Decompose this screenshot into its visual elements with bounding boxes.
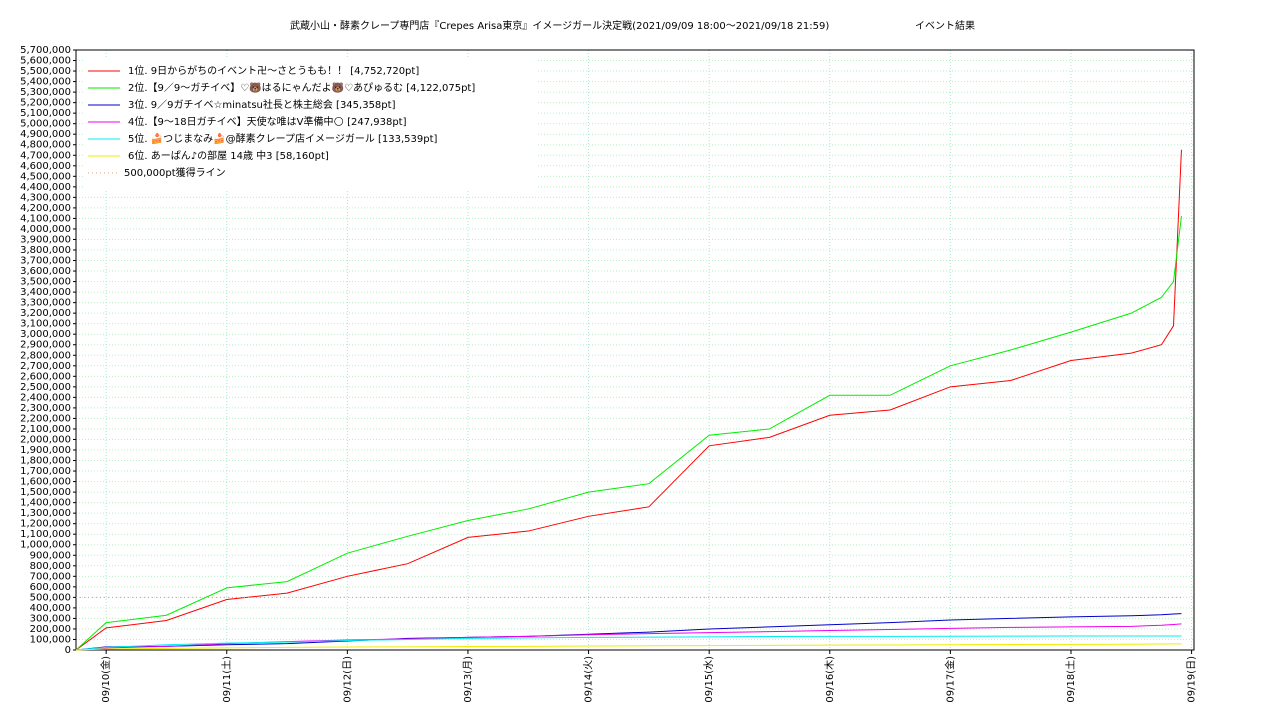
y-tick-label: 1,800,000: [20, 456, 71, 467]
series-line: [75, 635, 1182, 651]
y-tick-label: 1,500,000: [20, 487, 71, 498]
x-tick-label: 09/14(火): [583, 656, 595, 703]
legend-label: 6位. あーぱん♪の部屋 14歳 中3 [58,160pt]: [128, 149, 329, 162]
series-line: [75, 643, 1182, 651]
y-tick-label: 2,800,000: [20, 350, 71, 361]
y-tick-label: 3,500,000: [20, 277, 71, 288]
y-tick-label: 900,000: [30, 550, 71, 561]
x-tick-label: 09/17(金): [943, 656, 956, 703]
x-tick-label: 09/12(日): [342, 656, 353, 703]
y-tick-label: 5,600,000: [20, 56, 71, 67]
y-tick-label: 300,000: [30, 613, 71, 624]
y-tick-label: 3,000,000: [20, 329, 71, 340]
y-tick-label: 2,000,000: [20, 434, 71, 445]
y-tick-label: 4,400,000: [20, 182, 71, 193]
y-tick-label: 4,800,000: [20, 140, 71, 151]
y-tick-label: 4,700,000: [20, 150, 71, 161]
y-tick-label: 2,200,000: [20, 413, 71, 424]
y-tick-label: 1,600,000: [20, 477, 71, 488]
y-tick-label: 3,900,000: [20, 234, 71, 245]
y-tick-label: 5,700,000: [20, 45, 71, 56]
x-tick-label: 09/19(日): [1187, 656, 1198, 703]
chart-title: 武蔵小山・酵素クレープ専門店『Crepes Arisa東京』イメージガール決定戦…: [290, 19, 829, 32]
y-tick-label: 500,000: [30, 592, 71, 603]
y-tick-label: 4,500,000: [20, 171, 71, 182]
y-tick-label: 600,000: [30, 582, 71, 593]
y-tick-label: 5,300,000: [20, 87, 71, 98]
y-tick-label: 2,400,000: [20, 392, 71, 403]
y-tick-label: 800,000: [30, 561, 71, 572]
series-line: [75, 613, 1182, 651]
y-tick-label: 5,100,000: [20, 108, 71, 119]
y-tick-label: 4,300,000: [20, 192, 71, 203]
y-tick-label: 3,600,000: [20, 266, 71, 277]
y-tick-label: 1,700,000: [20, 466, 71, 477]
chart-subtitle: イベント結果: [915, 19, 975, 32]
y-tick-label: 400,000: [30, 603, 71, 614]
y-tick-label: 1,400,000: [20, 498, 71, 509]
y-tick-label: 3,100,000: [20, 319, 71, 330]
x-tick-label: 09/15(水): [703, 656, 715, 703]
y-tick-label: 700,000: [30, 571, 71, 582]
y-tick-label: 1,900,000: [20, 445, 71, 456]
x-tick-label: 09/18(土): [1064, 656, 1077, 703]
y-tick-label: 1,300,000: [20, 508, 71, 519]
y-tick-label: 0: [65, 645, 71, 656]
y-tick-label: 3,400,000: [20, 287, 71, 298]
y-tick-label: 5,200,000: [20, 98, 71, 109]
legend-label: 1位. 9日からがちのイベント卍〜さとうもも！！ [4,752,720pt]: [128, 64, 419, 77]
y-tick-label: 3,700,000: [20, 256, 71, 267]
y-tick-label: 100,000: [30, 634, 71, 645]
y-tick-label: 3,800,000: [20, 245, 71, 256]
y-tick-label: 2,100,000: [20, 424, 71, 435]
y-tick-label: 1,200,000: [20, 519, 71, 530]
y-tick-label: 5,400,000: [20, 77, 71, 88]
y-tick-label: 3,300,000: [20, 298, 71, 309]
y-tick-label: 200,000: [30, 624, 71, 635]
x-tick-label: 09/16(木): [824, 656, 836, 703]
y-tick-label: 4,600,000: [20, 161, 71, 172]
x-tick-label: 09/10(金): [99, 656, 112, 703]
y-tick-label: 4,900,000: [20, 129, 71, 140]
legend-label: 5位. 🍰つじまなみ🍰@酵素クレープ店イメージガール [133,539pt]: [128, 132, 438, 145]
y-tick-label: 2,300,000: [20, 403, 71, 414]
y-tick-label: 2,600,000: [20, 371, 71, 382]
y-tick-label: 4,000,000: [20, 224, 71, 235]
y-tick-label: 5,500,000: [20, 66, 71, 77]
x-tick-label: 09/11(土): [220, 656, 233, 703]
legend-label: 3位. 9／9ガチイベ☆minatsu社長と株主総会 [345,358pt]: [128, 98, 396, 111]
y-tick-label: 1,100,000: [20, 529, 71, 540]
y-tick-label: 2,500,000: [20, 382, 71, 393]
y-tick-label: 2,700,000: [20, 361, 71, 372]
y-tick-label: 3,200,000: [20, 308, 71, 319]
y-tick-label: 5,000,000: [20, 119, 71, 130]
y-tick-label: 1,000,000: [20, 540, 71, 551]
y-tick-label: 2,900,000: [20, 340, 71, 351]
x-tick-label: 09/13(月): [462, 656, 474, 703]
legend-label: 2位.【9／9〜ガチイベ】♡🐻はるにゃんだよ🐻♡あぴゅるむ [4,122,075…: [128, 81, 475, 94]
series-line: [75, 216, 1182, 651]
legend-label: 4位.【9〜18日ガチイベ】天使な唯はV準備中🌕 [247,938pt]: [128, 115, 407, 128]
plot-frame: [75, 49, 1195, 651]
y-tick-label: 4,200,000: [20, 203, 71, 214]
legend-label: 500,000pt獲得ライン: [124, 166, 226, 179]
y-tick-label: 4,100,000: [20, 213, 71, 224]
series-line: [75, 149, 1182, 651]
legend-box: [84, 58, 536, 190]
